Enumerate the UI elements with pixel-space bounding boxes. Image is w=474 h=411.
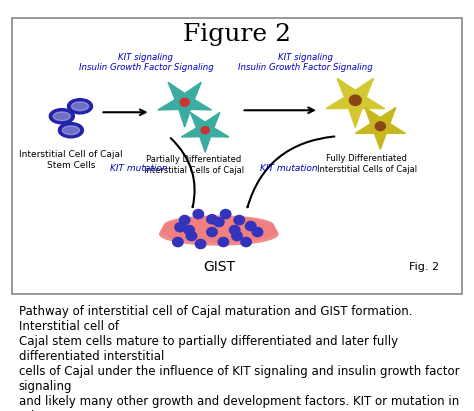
Ellipse shape [163,218,274,237]
Circle shape [246,222,256,231]
Circle shape [375,122,385,131]
Circle shape [175,223,185,232]
Circle shape [229,226,240,235]
Text: Fig. 2: Fig. 2 [409,262,438,272]
Text: KIT signaling
Insulin Growth Factor Signaling: KIT signaling Insulin Growth Factor Sign… [238,53,373,72]
Text: GIST: GIST [203,260,235,274]
Circle shape [173,238,183,247]
Text: KIT mutation: KIT mutation [109,164,167,173]
Circle shape [201,127,209,134]
Circle shape [180,215,190,225]
Circle shape [193,210,203,219]
Ellipse shape [53,112,71,121]
Text: Pathway of interstitial cell of Cajal maturation and GIST formation. Interstitia: Pathway of interstitial cell of Cajal ma… [18,305,461,411]
Polygon shape [158,82,211,127]
Ellipse shape [49,109,74,124]
Polygon shape [355,108,405,149]
Circle shape [349,95,361,106]
Polygon shape [326,79,385,127]
FancyBboxPatch shape [12,18,462,294]
Polygon shape [182,113,229,152]
Ellipse shape [160,223,278,245]
Ellipse shape [72,102,89,111]
Text: KIT mutation: KIT mutation [260,164,318,173]
FancyArrowPatch shape [247,136,334,207]
Text: Partially Differentiated
Interstitial Cells of Cajal: Partially Differentiated Interstitial Ce… [144,155,244,175]
Circle shape [232,231,242,240]
Ellipse shape [67,99,92,114]
Text: Interstitial Cell of Cajal
Stem Cells: Interstitial Cell of Cajal Stem Cells [19,150,123,170]
Ellipse shape [162,219,276,240]
Circle shape [241,238,251,247]
FancyArrowPatch shape [171,138,195,207]
Circle shape [214,217,224,226]
Text: Figure 2: Figure 2 [183,23,291,46]
Ellipse shape [164,216,273,235]
Circle shape [180,98,189,106]
Text: KIT signaling
Insulin Growth Factor Signaling: KIT signaling Insulin Growth Factor Sign… [79,53,213,72]
Circle shape [207,227,217,237]
Circle shape [252,227,263,237]
Circle shape [184,226,194,235]
Ellipse shape [58,122,83,138]
Ellipse shape [161,221,277,242]
Circle shape [195,240,206,249]
Circle shape [220,210,231,219]
Circle shape [207,215,217,224]
Text: Fully Differentiated
Interstitial Cells of Cajal: Fully Differentiated Interstitial Cells … [317,154,417,173]
Ellipse shape [62,126,80,135]
Circle shape [234,215,245,225]
Circle shape [186,231,197,240]
Circle shape [218,238,228,247]
